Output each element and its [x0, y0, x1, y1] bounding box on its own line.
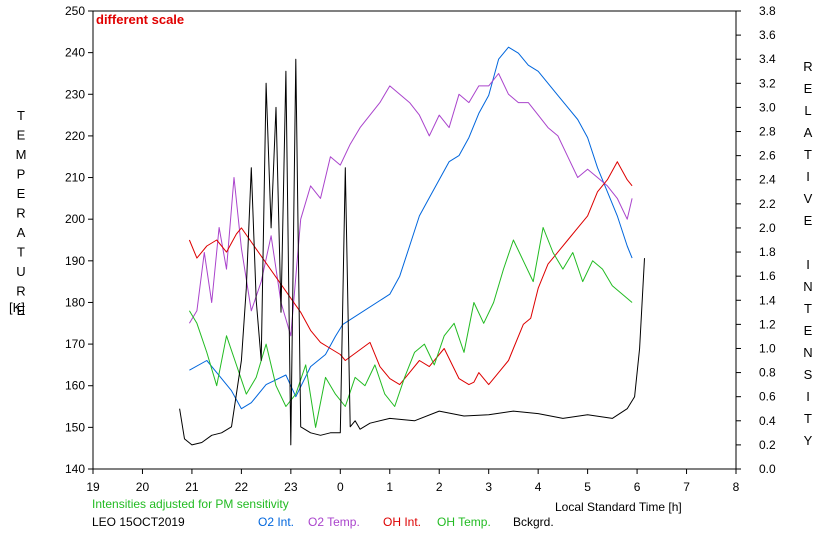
right-tick-label: 2.0 [759, 221, 776, 235]
right-axis-title-letter: S [804, 367, 813, 382]
right-axis-title-letter: V [804, 191, 813, 206]
right-axis-title-letter: I [806, 257, 810, 272]
station-label: LEO 15OCT2019 [92, 515, 185, 529]
series-line-oh-int [188, 161, 633, 386]
x-tick-label: 8 [733, 480, 740, 494]
x-tick-label: 1 [386, 480, 393, 494]
right-axis-title-letter: N [803, 279, 812, 294]
left-axis-title-letter: T [17, 245, 25, 260]
right-axis-title-letter: E [804, 81, 813, 96]
right-tick-label: 0.4 [759, 414, 776, 428]
x-tick-label: 20 [136, 480, 150, 494]
left-axis-title-letter: R [16, 284, 25, 299]
right-tick-label: 3.4 [759, 52, 776, 66]
right-tick-label: 1.0 [759, 341, 776, 355]
right-axis-title-letter: Y [804, 433, 813, 448]
right-axis-title-letter: I [806, 169, 810, 184]
x-axis-title: Local Standard Time [h] [555, 500, 682, 514]
series-line-bckgrd [179, 58, 645, 446]
legend-item-o2-int: O2 Int. [258, 515, 294, 529]
right-tick-label: 3.2 [759, 76, 776, 90]
right-axis-title-letter: E [804, 323, 813, 338]
left-axis-title-letter: T [17, 108, 25, 123]
left-tick-label: 210 [65, 171, 85, 185]
right-axis-title-letter: T [804, 411, 812, 426]
right-tick-label: 3.0 [759, 100, 776, 114]
right-axis-title-letter: E [804, 213, 813, 228]
left-tick-label: 150 [65, 420, 85, 434]
left-tick-label: 190 [65, 254, 85, 268]
x-tick-label: 5 [584, 480, 591, 494]
right-axis-title-letter: N [803, 345, 812, 360]
right-axis-title-letter: T [804, 147, 812, 162]
x-tick-label: 7 [683, 480, 690, 494]
scale-annotation: different scale [96, 12, 184, 27]
right-tick-label: 2.4 [759, 173, 776, 187]
legend-item-oh-int: OH Int. [383, 515, 421, 529]
left-tick-label: 230 [65, 87, 85, 101]
x-tick-label: 22 [235, 480, 249, 494]
x-tick-label: 6 [634, 480, 641, 494]
left-axis: 140 150 160 170 180 190 200 210 220 230 240 250 [65, 4, 93, 476]
left-tick-label: 240 [65, 46, 85, 60]
right-tick-label: 0.0 [759, 462, 776, 476]
series-layer [179, 46, 645, 446]
left-axis-title-letter: E [17, 186, 26, 201]
legend-item-o2-temp: O2 Temp. [308, 515, 360, 529]
right-axis: 0.0 0.2 0.4 0.6 0.8 1.0 1.2 1.4 1.6 1.8 2.0 2.2 2.4 2… [736, 4, 776, 476]
series-line-o2-temp [188, 73, 633, 337]
right-tick-label: 0.2 [759, 438, 776, 452]
x-axis: 19 20 21 22 23 0 1 2 3 4 5 6 7 8 [86, 469, 740, 494]
left-axis-title-letter: E [17, 128, 26, 143]
left-tick-label: 170 [65, 337, 85, 351]
right-axis-title-letter: L [804, 103, 811, 118]
right-tick-label: 0.6 [759, 390, 776, 404]
left-tick-label: 250 [65, 4, 85, 18]
x-tick-label: 2 [436, 480, 443, 494]
right-tick-label: 0.8 [759, 366, 776, 380]
left-tick-label: 180 [65, 295, 85, 309]
series-line-o2-int [189, 46, 633, 410]
right-tick-label: 1.8 [759, 245, 776, 259]
left-tick-label: 140 [65, 462, 85, 476]
left-tick-label: 220 [65, 129, 85, 143]
left-axis-title-letter: E [17, 303, 26, 318]
right-tick-label: 3.8 [759, 4, 776, 18]
left-tick-label: 200 [65, 212, 85, 226]
right-tick-label: 3.6 [759, 28, 776, 42]
right-axis-title-letter: R [803, 59, 812, 74]
left-axis-title-letter: R [16, 206, 25, 221]
x-tick-label: 21 [185, 480, 199, 494]
sensitivity-note: Intensities adjusted for PM sensitivity [92, 497, 289, 511]
right-axis-title-letter: A [804, 125, 813, 140]
left-axis-title-letter: A [17, 225, 26, 240]
left-axis-title-letter: M [16, 147, 27, 162]
left-axis-unit: [K] [9, 300, 25, 315]
right-tick-label: 1.2 [759, 317, 776, 331]
left-axis-title-letter: P [17, 167, 26, 182]
x-tick-label: 19 [86, 480, 100, 494]
x-tick-label: 4 [535, 480, 542, 494]
left-axis-title-letter: U [16, 264, 25, 279]
plot-frame [92, 10, 737, 470]
right-tick-label: 2.6 [759, 149, 776, 163]
right-axis-title-letter: I [806, 389, 810, 404]
right-tick-label: 1.6 [759, 269, 776, 283]
right-tick-label: 1.4 [759, 293, 776, 307]
legend-item-bckgrd: Bckgrd. [513, 515, 554, 529]
right-tick-label: 2.2 [759, 197, 776, 211]
right-axis-title-letter: T [804, 301, 812, 316]
x-tick-label: 23 [284, 480, 298, 494]
x-tick-label: 3 [485, 480, 492, 494]
right-tick-label: 2.8 [759, 125, 776, 139]
legend-item-oh-temp: OH Temp. [437, 515, 491, 529]
left-tick-label: 160 [65, 379, 85, 393]
legend: O2 Int. O2 Temp. OH Int. OH Temp. Bckgrd. [258, 515, 554, 529]
x-tick-label: 0 [337, 480, 344, 494]
